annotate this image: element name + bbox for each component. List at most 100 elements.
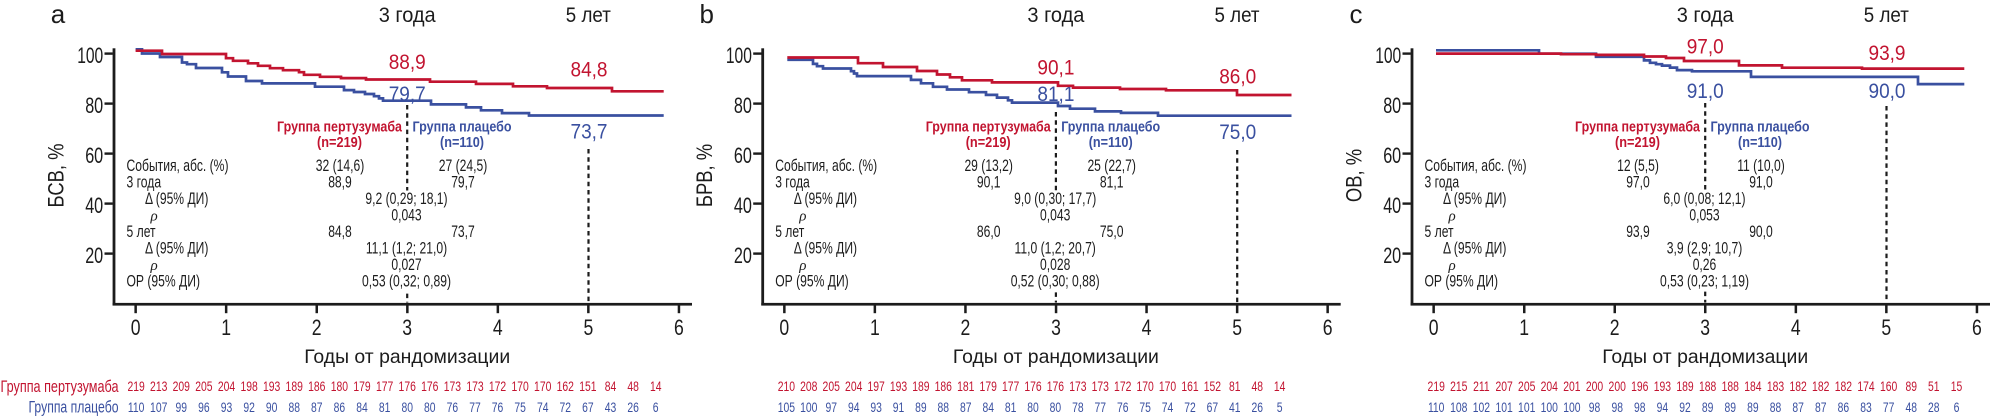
svg-text:78: 78 [1072, 400, 1084, 416]
svg-text:80: 80 [1383, 93, 1401, 118]
svg-text:219: 219 [1428, 379, 1445, 395]
svg-text:89: 89 [1747, 400, 1759, 416]
svg-text:204: 204 [845, 379, 862, 395]
svg-text:188: 188 [1699, 379, 1716, 395]
svg-text:101: 101 [1495, 400, 1512, 416]
svg-text:74: 74 [1162, 400, 1174, 416]
svg-text:88,9: 88,9 [389, 49, 426, 74]
svg-text:75: 75 [514, 400, 526, 416]
svg-text:184: 184 [1744, 379, 1761, 395]
svg-text:3 года: 3 года [127, 174, 162, 192]
svg-text:173: 173 [1092, 379, 1109, 395]
svg-text:ρ: ρ [1448, 209, 1456, 225]
svg-text:2: 2 [961, 315, 971, 340]
svg-text:0,26: 0,26 [1693, 256, 1717, 274]
svg-text:9,0 (0,30; 17,7): 9,0 (0,30; 17,7) [1014, 190, 1096, 208]
svg-text:173: 173 [1069, 379, 1086, 395]
svg-text:Группа пертузумаба: Группа пертузумаба [926, 120, 1052, 136]
svg-text:14: 14 [1274, 379, 1286, 395]
svg-text:152: 152 [1204, 379, 1221, 395]
svg-text:5 лет: 5 лет [1864, 4, 1909, 27]
svg-text:200: 200 [1609, 379, 1626, 395]
svg-text:80: 80 [734, 93, 752, 118]
svg-text:0: 0 [131, 315, 141, 340]
svg-text:86: 86 [1838, 400, 1850, 416]
svg-text:92: 92 [1679, 400, 1691, 416]
svg-text:77: 77 [1883, 400, 1895, 416]
svg-text:91: 91 [893, 400, 905, 416]
svg-text:170: 170 [1159, 379, 1176, 395]
svg-text:3 года: 3 года [775, 174, 810, 192]
svg-text:4: 4 [493, 315, 503, 340]
svg-text:93: 93 [221, 400, 233, 416]
svg-text:205: 205 [823, 379, 840, 395]
svg-text:События, абс. (%): События, абс. (%) [1425, 157, 1527, 175]
svg-text:0: 0 [1429, 315, 1439, 340]
svg-text:4: 4 [1791, 315, 1801, 340]
svg-text:182: 182 [1835, 379, 1852, 395]
svg-text:94: 94 [848, 400, 860, 416]
svg-text:20: 20 [734, 243, 752, 268]
svg-text:Δ (95% ДИ): Δ (95% ДИ) [1443, 240, 1506, 258]
svg-text:28: 28 [1928, 400, 1940, 416]
svg-text:ОР (95% ДИ): ОР (95% ДИ) [775, 273, 849, 291]
svg-text:Δ (95% ДИ): Δ (95% ДИ) [1443, 190, 1506, 208]
svg-text:72: 72 [560, 400, 572, 416]
svg-text:193: 193 [1654, 379, 1671, 395]
svg-text:100: 100 [726, 43, 752, 68]
svg-text:51: 51 [1928, 379, 1940, 395]
svg-text:182: 182 [1789, 379, 1806, 395]
svg-text:110: 110 [1428, 400, 1445, 416]
svg-text:73,7: 73,7 [571, 119, 608, 144]
svg-text:27 (24,5): 27 (24,5) [439, 157, 488, 175]
svg-text:176: 176 [1024, 379, 1041, 395]
svg-text:Группа пертузумаба: Группа пертузумаба [1, 378, 120, 396]
svg-text:90,1: 90,1 [977, 174, 1001, 192]
svg-text:100: 100 [1541, 400, 1558, 416]
svg-text:3 года: 3 года [1027, 4, 1084, 27]
svg-text:9,2 (0,29; 18,1): 9,2 (0,29; 18,1) [365, 190, 447, 208]
svg-text:151: 151 [579, 379, 596, 395]
svg-text:5 лет: 5 лет [1215, 4, 1260, 27]
svg-text:193: 193 [890, 379, 907, 395]
svg-text:198: 198 [240, 379, 257, 395]
svg-text:67: 67 [1207, 400, 1219, 416]
svg-text:15: 15 [1951, 379, 1963, 395]
svg-text:3: 3 [402, 315, 412, 340]
svg-text:205: 205 [1518, 379, 1535, 395]
svg-text:98: 98 [1611, 400, 1623, 416]
svg-text:79,7: 79,7 [451, 174, 475, 192]
svg-text:b: b [699, 0, 713, 29]
svg-text:87: 87 [1815, 400, 1827, 416]
svg-text:41: 41 [1229, 400, 1241, 416]
svg-text:(n=110): (n=110) [1738, 135, 1782, 151]
svg-text:86: 86 [334, 400, 346, 416]
svg-text:170: 170 [1136, 379, 1153, 395]
svg-text:179: 179 [980, 379, 997, 395]
svg-text:ρ: ρ [798, 209, 806, 225]
svg-text:0,53 (0,32; 0,89): 0,53 (0,32; 0,89) [362, 273, 451, 291]
svg-text:93,9: 93,9 [1626, 223, 1650, 241]
svg-text:174: 174 [1857, 379, 1874, 395]
svg-text:96: 96 [198, 400, 210, 416]
svg-text:(n=219): (n=219) [1615, 135, 1660, 151]
svg-text:0,53 (0,23; 1,19): 0,53 (0,23; 1,19) [1660, 273, 1749, 291]
svg-text:101: 101 [1518, 400, 1535, 416]
svg-text:20: 20 [85, 243, 103, 268]
svg-text:105: 105 [778, 400, 795, 416]
svg-text:188: 188 [1722, 379, 1739, 395]
svg-text:29 (13,2): 29 (13,2) [964, 157, 1013, 175]
svg-text:88: 88 [1770, 400, 1782, 416]
svg-text:80: 80 [1027, 400, 1039, 416]
svg-text:67: 67 [582, 400, 594, 416]
svg-text:20: 20 [1383, 243, 1401, 268]
svg-text:176: 176 [421, 379, 438, 395]
svg-text:77: 77 [1095, 400, 1107, 416]
svg-text:81,1: 81,1 [1100, 174, 1124, 192]
svg-text:87: 87 [960, 400, 972, 416]
svg-text:0,043: 0,043 [391, 207, 421, 225]
svg-text:107: 107 [150, 400, 167, 416]
svg-text:110: 110 [128, 400, 145, 416]
svg-text:91,0: 91,0 [1749, 174, 1773, 192]
svg-text:6: 6 [1954, 400, 1960, 416]
